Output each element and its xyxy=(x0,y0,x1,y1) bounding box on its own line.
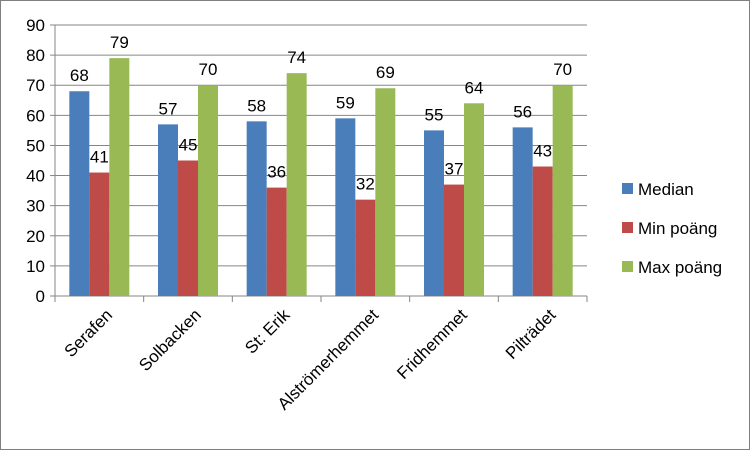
bar xyxy=(198,85,218,296)
bar xyxy=(286,73,307,296)
y-axis: 0 10 20 30 40 50 60 70 80 90 xyxy=(26,16,56,306)
category-label: Pilträdet xyxy=(502,305,560,363)
data-label: 43 xyxy=(533,142,552,161)
data-label: 59 xyxy=(336,93,355,112)
data-label: 57 xyxy=(159,99,178,118)
data-label: 41 xyxy=(90,148,109,167)
bar xyxy=(512,127,533,296)
bar xyxy=(424,130,444,296)
gridlines xyxy=(55,24,587,267)
data-label: 58 xyxy=(247,96,266,115)
data-labels: 68 57 58 59 55 56 41 45 36 32 37 43 79 70 74 69 64 70 xyxy=(70,33,572,194)
data-label: 74 xyxy=(287,48,306,67)
bar xyxy=(444,184,464,296)
bar xyxy=(178,160,198,296)
y-tick-label: 80 xyxy=(26,46,45,65)
data-label: 70 xyxy=(199,60,218,79)
legend-swatch xyxy=(622,183,633,194)
bar xyxy=(355,199,376,296)
bar xyxy=(532,166,553,296)
y-tick-label: 40 xyxy=(26,167,45,186)
data-label: 56 xyxy=(513,102,532,121)
bar xyxy=(89,172,110,296)
category-label: St: Erik xyxy=(241,305,294,358)
bar xyxy=(552,85,573,296)
data-label: 45 xyxy=(179,136,198,155)
y-tick-label: 70 xyxy=(26,76,45,95)
bar xyxy=(335,118,356,296)
legend-label: Max poäng xyxy=(638,258,722,277)
data-label: 70 xyxy=(553,60,572,79)
y-tick-label: 90 xyxy=(26,16,45,35)
y-tick-label: 60 xyxy=(26,106,45,125)
legend-swatch xyxy=(622,222,633,233)
data-label: 68 xyxy=(70,66,89,85)
data-label: 37 xyxy=(445,160,464,179)
bars xyxy=(69,58,573,297)
category-label: Solbacken xyxy=(135,305,205,375)
legend: Median Min poäng Max poäng xyxy=(622,180,722,277)
category-label: Serafen xyxy=(61,305,117,361)
legend-swatch xyxy=(622,261,633,272)
data-label: 55 xyxy=(425,105,444,124)
data-label: 64 xyxy=(465,78,484,97)
data-label: 36 xyxy=(267,163,286,182)
bar xyxy=(464,103,484,297)
y-tick-label: 10 xyxy=(26,257,45,276)
bar xyxy=(375,88,396,296)
legend-label: Median xyxy=(638,180,694,199)
data-label: 69 xyxy=(376,63,395,82)
legend-label: Min poäng xyxy=(638,219,717,238)
y-tick-label: 20 xyxy=(26,227,45,246)
bar xyxy=(266,187,287,296)
category-label: Fridhemmet xyxy=(393,305,471,383)
y-tick-label: 30 xyxy=(26,197,45,216)
bar xyxy=(69,91,90,296)
data-label: 79 xyxy=(110,33,129,52)
y-tick-label: 50 xyxy=(26,136,45,155)
y-tick-label: 0 xyxy=(36,287,45,306)
data-label: 32 xyxy=(356,175,375,194)
bar xyxy=(109,58,130,296)
bar xyxy=(246,121,267,296)
bar xyxy=(158,124,178,296)
